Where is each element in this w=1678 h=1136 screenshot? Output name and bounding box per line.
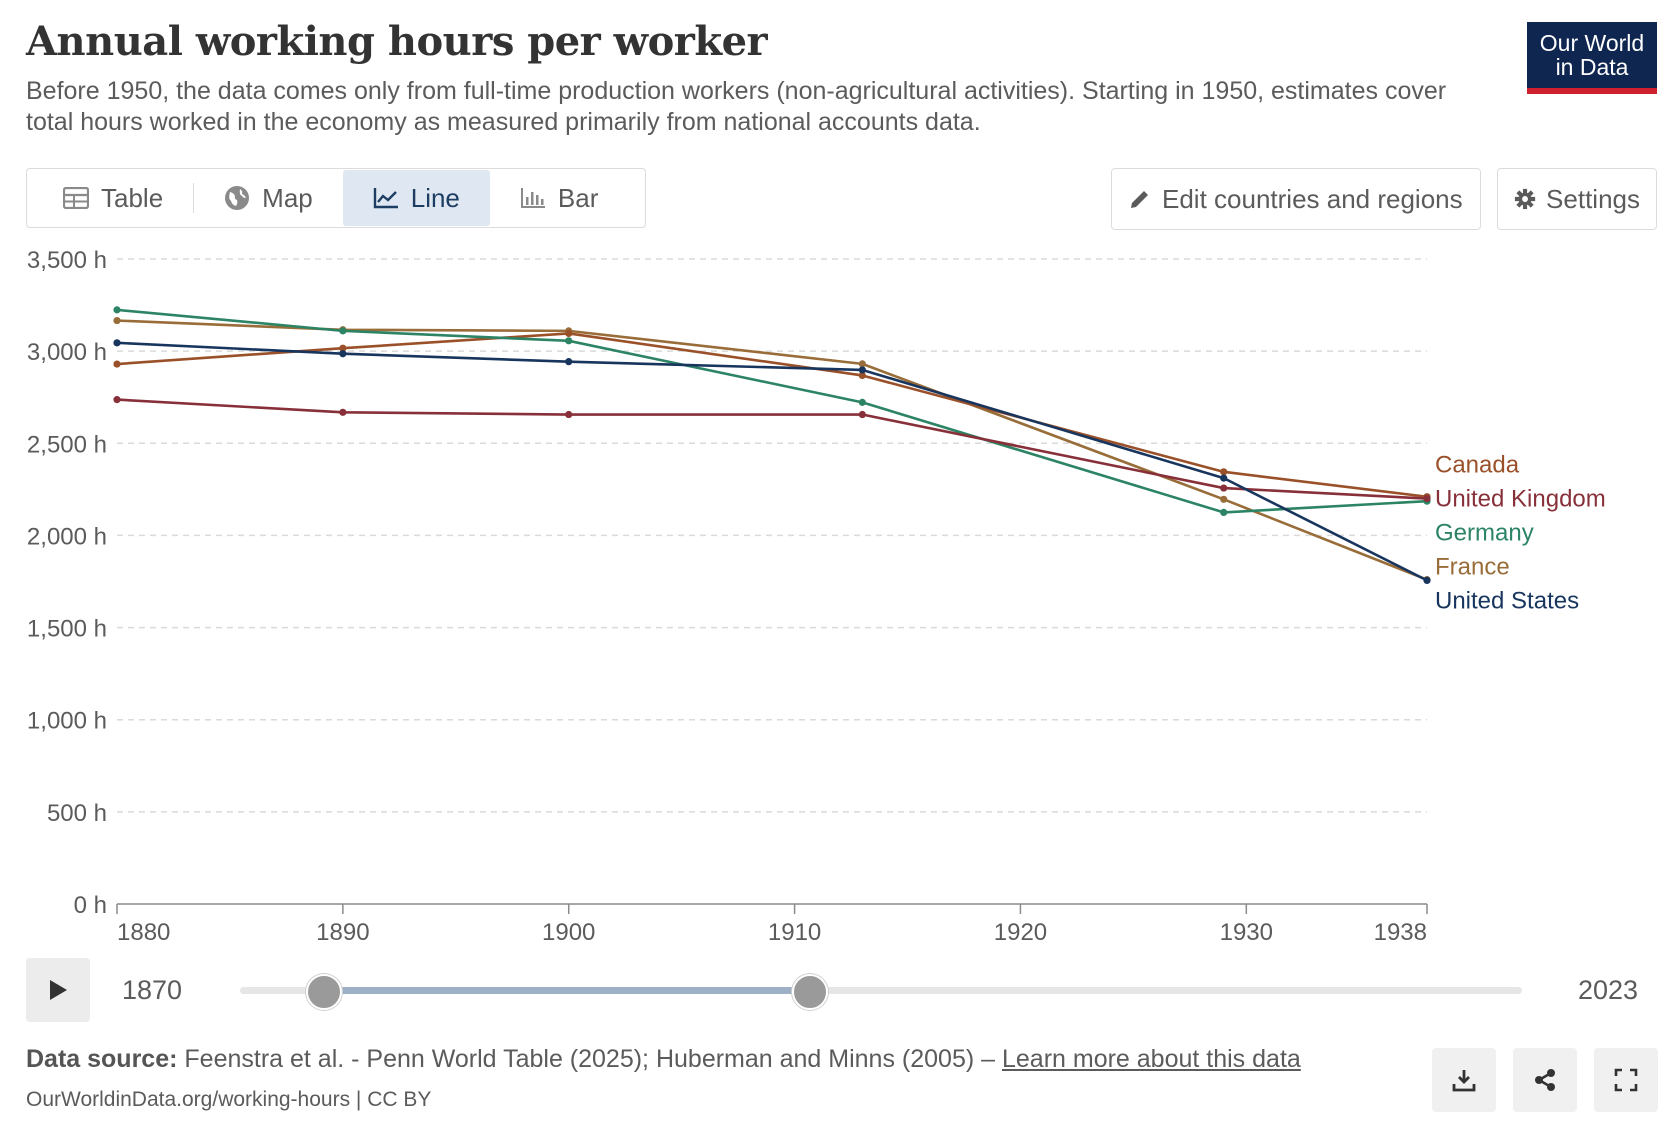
data-point-united-kingdom xyxy=(113,396,121,404)
data-point-germany xyxy=(113,306,121,314)
data-point-united-kingdom xyxy=(858,410,866,419)
x-tick-label: 1880 xyxy=(117,919,170,946)
data-point-united-states xyxy=(1220,474,1228,482)
fullscreen-icon xyxy=(1614,1068,1638,1092)
data-source: Data source: Feenstra et al. - Penn Worl… xyxy=(26,1045,1301,1074)
timeline: 1870 2023 xyxy=(0,958,1678,1024)
bar-chart-icon xyxy=(520,188,545,208)
fullscreen-button[interactable] xyxy=(1594,1048,1658,1112)
line-chart: 0 h 500 h 1,000 h 1,500 h 2,000 h 2,500 h 3,00… xyxy=(27,247,1606,946)
settings-label: Settings xyxy=(1546,183,1640,214)
pencil-icon xyxy=(1131,191,1148,208)
learn-more-link[interactable]: Learn more about this data xyxy=(1001,1045,1301,1073)
data-point-germany xyxy=(565,337,573,345)
series-line-united-kingdom xyxy=(116,398,1428,500)
data-source-text: Feenstra et al. - Penn World Table (2025… xyxy=(184,1045,996,1073)
tab-divider xyxy=(193,183,195,213)
tab-line-label: Line xyxy=(410,182,460,213)
share-icon xyxy=(1535,1069,1555,1091)
edit-countries-label: Edit countries and regions xyxy=(1162,183,1463,214)
data-point-canada xyxy=(1220,468,1228,476)
x-tick-label: 1938 xyxy=(1374,919,1427,946)
data-point-united-kingdom xyxy=(1423,494,1431,503)
data-point-france xyxy=(858,360,866,368)
x-tick-label: 1930 xyxy=(1220,919,1273,946)
data-point-canada xyxy=(565,329,573,338)
timeline-end-handle[interactable] xyxy=(791,974,828,1010)
share-button[interactable] xyxy=(1513,1048,1577,1112)
x-tick-label: 1910 xyxy=(768,919,821,946)
y-tick-label: 3,500 h xyxy=(27,247,107,274)
chart-title: Annual working hours per worker xyxy=(26,18,768,65)
series-label-france: France xyxy=(1435,553,1510,580)
timeline-start-handle[interactable] xyxy=(305,974,342,1010)
data-source-prefix: Data source: xyxy=(26,1045,178,1073)
tab-table-label: Table xyxy=(101,182,164,213)
view-tabs: Table Map Line Bar xyxy=(26,168,646,228)
y-tick-label: 1,000 h xyxy=(27,708,107,735)
x-tick-label: 1900 xyxy=(542,919,595,946)
y-tick-label: 1,500 h xyxy=(27,616,107,643)
tab-table[interactable]: Table xyxy=(33,170,193,226)
series-line-france xyxy=(116,319,1428,581)
timeline-start-label: 1870 xyxy=(122,975,183,1005)
series-label-united-kingdom: United Kingdom xyxy=(1435,485,1606,512)
data-point-france xyxy=(1220,495,1228,503)
series-label-canada: Canada xyxy=(1435,451,1520,478)
y-tick-label: 500 h xyxy=(47,800,107,827)
chart-subtitle: Before 1950, the data comes only from fu… xyxy=(26,77,1447,136)
data-point-united-kingdom xyxy=(339,408,347,416)
data-point-canada xyxy=(113,360,121,368)
y-tick-label: 2,000 h xyxy=(27,523,107,550)
footer-url: OurWorldinData.org/working-hours | CC BY xyxy=(26,1088,432,1111)
owid-logo[interactable]: Our World in Data xyxy=(1527,22,1657,94)
play-icon xyxy=(50,980,67,1000)
data-point-germany xyxy=(1220,508,1228,516)
table-icon xyxy=(63,187,89,209)
gear-icon xyxy=(1514,188,1536,210)
x-tick-label: 1890 xyxy=(316,919,369,946)
tab-map-label: Map xyxy=(262,182,313,213)
play-button[interactable] xyxy=(26,958,90,1022)
series-line-germany xyxy=(116,308,1428,514)
tab-bar[interactable]: Bar xyxy=(490,170,628,226)
data-point-france xyxy=(113,316,121,325)
logo-line-2: in Data xyxy=(1555,54,1629,80)
data-point-united-states xyxy=(1423,576,1431,584)
data-point-united-states xyxy=(565,358,573,366)
data-point-united-kingdom xyxy=(1220,484,1228,492)
x-tick-label: 1920 xyxy=(994,919,1047,946)
edit-countries-button[interactable]: Edit countries and regions xyxy=(1111,168,1481,230)
timeline-selected-range xyxy=(323,987,810,994)
data-point-united-states xyxy=(113,339,121,347)
line-chart-icon xyxy=(373,188,398,209)
download-button[interactable] xyxy=(1432,1048,1496,1112)
data-point-united-kingdom xyxy=(565,410,573,419)
download-icon xyxy=(1452,1070,1476,1092)
data-point-canada xyxy=(339,344,347,352)
logo-line-1: Our World xyxy=(1539,30,1645,56)
series-label-germany: Germany xyxy=(1435,519,1534,546)
data-point-germany xyxy=(858,398,866,406)
data-point-united-states xyxy=(339,350,347,358)
timeline-end-label: 2023 xyxy=(1578,975,1639,1005)
settings-button[interactable]: Settings xyxy=(1497,168,1657,230)
series-label-united-states: United States xyxy=(1435,587,1579,614)
globe-icon xyxy=(225,186,250,210)
series-line-united-states xyxy=(116,341,1428,582)
y-tick-label: 0 h xyxy=(74,892,107,919)
tab-line[interactable]: Line xyxy=(342,170,490,226)
y-tick-label: 2,500 h xyxy=(27,431,107,458)
tab-bar-label: Bar xyxy=(557,182,599,213)
data-point-united-states xyxy=(858,366,866,374)
data-point-canada xyxy=(858,371,866,380)
tab-map[interactable]: Map xyxy=(194,170,343,226)
y-tick-label: 3,000 h xyxy=(27,339,107,366)
timeline-track[interactable] xyxy=(240,987,1522,994)
data-point-germany xyxy=(339,327,347,335)
